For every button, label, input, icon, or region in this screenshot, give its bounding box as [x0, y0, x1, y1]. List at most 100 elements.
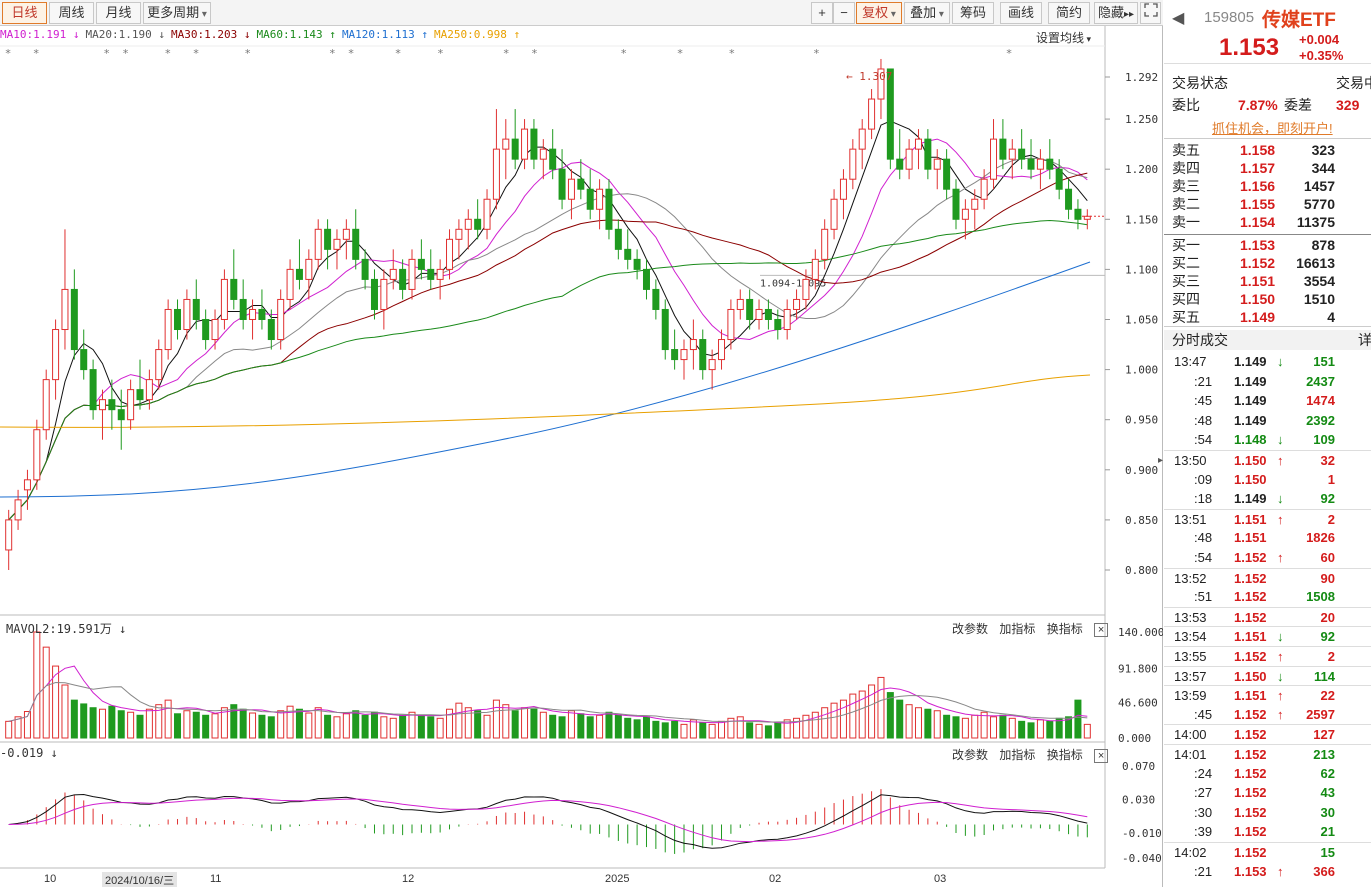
volume-bar: [267, 716, 275, 739]
hide-button[interactable]: 隐藏▸▸: [1094, 2, 1138, 24]
open-account-link[interactable]: 抓住机会，即刻开户!: [1212, 121, 1333, 136]
price-tick-label: 1.050: [1125, 313, 1158, 326]
book-volume: 3554: [1303, 273, 1335, 289]
book-price: 1.150: [1240, 291, 1276, 307]
book-label: 卖三: [1172, 178, 1200, 194]
date-tick: 11: [210, 873, 222, 885]
macd-add-indicator-button[interactable]: 加指标: [999, 748, 1036, 762]
candle-body: [174, 308, 182, 331]
volume-bar: [1008, 717, 1016, 739]
candle-body: [680, 349, 688, 361]
candle-body: [145, 379, 153, 401]
volume-bar: [136, 714, 144, 739]
set-ma-dropdown[interactable]: 设置均线: [1036, 29, 1091, 46]
book-volume: 1457: [1303, 178, 1335, 194]
tick-volume: 92: [1320, 491, 1335, 507]
adjust-button[interactable]: 复权: [856, 2, 902, 24]
vol-switch-indicator-button[interactable]: 换指标: [1046, 622, 1083, 636]
candle-body: [764, 308, 772, 320]
bid-row[interactable]: 买一 1.153 878: [1164, 236, 1371, 254]
volume-bar: [727, 717, 735, 739]
fullscreen-icon[interactable]: [1140, 2, 1161, 24]
ask-row[interactable]: 卖二 1.155 5770: [1164, 195, 1371, 213]
tab-more-periods[interactable]: 更多周期: [143, 2, 211, 24]
volume-bar: [464, 707, 472, 739]
ticks-title: 分时成交: [1172, 332, 1228, 348]
back-triangle-icon[interactable]: ◀: [1172, 10, 1185, 27]
chips-button[interactable]: 筹码: [952, 2, 994, 24]
price-tick-label: 1.200: [1125, 163, 1158, 176]
bid-row[interactable]: 买四 1.150 1510: [1164, 290, 1371, 308]
macd-close-icon[interactable]: ×: [1094, 748, 1109, 763]
macd-switch-indicator-button[interactable]: 换指标: [1046, 748, 1083, 762]
ask-row[interactable]: 卖三 1.156 1457: [1164, 177, 1371, 195]
candle-body: [52, 329, 60, 381]
tab-weekly[interactable]: 周线: [49, 2, 94, 24]
candle-body: [1036, 158, 1044, 170]
macd-tick-label: -0.010: [1122, 827, 1162, 840]
volume-bar: [699, 722, 707, 739]
diff-label: 委差: [1284, 97, 1312, 113]
bid-row[interactable]: 买三 1.151 3554: [1164, 272, 1371, 290]
tick-volume: 213: [1313, 747, 1335, 762]
vol-add-indicator-button[interactable]: 加指标: [999, 622, 1036, 636]
candle-body: [455, 228, 463, 240]
book-volume: 878: [1311, 237, 1335, 253]
volume-bar: [42, 646, 50, 739]
candle-body: [417, 258, 425, 270]
candle-body: [464, 218, 472, 230]
candle-body: [558, 168, 566, 200]
ask-row[interactable]: 卖四 1.157 344: [1164, 159, 1371, 177]
tick-time: :45: [1194, 393, 1213, 409]
tick-time: 13:57: [1174, 668, 1207, 684]
star-marker: *: [503, 47, 510, 60]
candle-body: [408, 258, 416, 290]
candle-body: [474, 218, 482, 230]
candle-body: [342, 228, 350, 240]
macd-params-button[interactable]: 改参数: [952, 748, 989, 762]
volume-bar: [314, 707, 322, 739]
ask-row[interactable]: 卖一 1.154 11375: [1164, 213, 1371, 231]
volume-tick-label: 0.000: [1118, 732, 1151, 745]
candle-body: [755, 308, 763, 320]
price-change: +0.004 +0.35%: [1299, 32, 1343, 64]
vol-params-button[interactable]: 改参数: [952, 622, 989, 636]
candle-body: [258, 308, 266, 320]
volume-bar: [943, 714, 951, 739]
candle-body: [183, 298, 191, 331]
vol-close-icon[interactable]: ×: [1094, 622, 1109, 637]
candle-body: [23, 479, 31, 491]
price-tick-label: 1.292: [1125, 71, 1158, 84]
zoom-in-button[interactable]: +: [811, 2, 833, 24]
draw-button[interactable]: 画线: [1000, 2, 1042, 24]
status-row: 交易状态 交易中: [1164, 73, 1371, 93]
volume-bar: [5, 720, 13, 739]
zoom-out-button[interactable]: −: [833, 2, 855, 24]
volume-bar: [483, 714, 491, 739]
volume-bar: [689, 719, 697, 739]
ratio-value: 7.87%: [1238, 97, 1278, 113]
ma-legend-item: MA120:1.113 ↑: [341, 28, 429, 41]
price-tick-label: 0.800: [1125, 564, 1158, 577]
candle-body: [642, 268, 650, 290]
simple-button[interactable]: 简约: [1048, 2, 1090, 24]
collapse-handle-icon[interactable]: ▸: [1158, 455, 1164, 466]
stock-name[interactable]: 传媒ETF: [1262, 10, 1336, 31]
ratio-row: 委比 7.87% 委差 329: [1164, 95, 1371, 115]
tick-row: :24 1.152 62: [1164, 764, 1371, 784]
ma-line-120: [0, 261, 1091, 498]
overlay-button[interactable]: 叠加: [904, 2, 950, 24]
ticks-detail-link[interactable]: 详: [1358, 332, 1371, 348]
candle-body: [108, 399, 116, 411]
ask-row[interactable]: 卖五 1.158 323: [1164, 141, 1371, 159]
bid-row[interactable]: 买二 1.152 16613: [1164, 254, 1371, 272]
bid-row[interactable]: 买五 1.149 4: [1164, 308, 1371, 326]
tab-daily[interactable]: 日线: [2, 2, 47, 24]
status-value: 交易中: [1336, 75, 1371, 91]
volume-bar: [14, 716, 22, 739]
volume-bar: [877, 676, 885, 739]
tick-volume: 1508: [1306, 589, 1335, 605]
candle-body: [446, 238, 454, 270]
tab-monthly[interactable]: 月线: [96, 2, 141, 24]
chart-area[interactable]: 日线 周线 月线 更多周期 + − 复权 叠加 筹码 画线 简约 隐藏▸▸ MA…: [0, 0, 1163, 887]
